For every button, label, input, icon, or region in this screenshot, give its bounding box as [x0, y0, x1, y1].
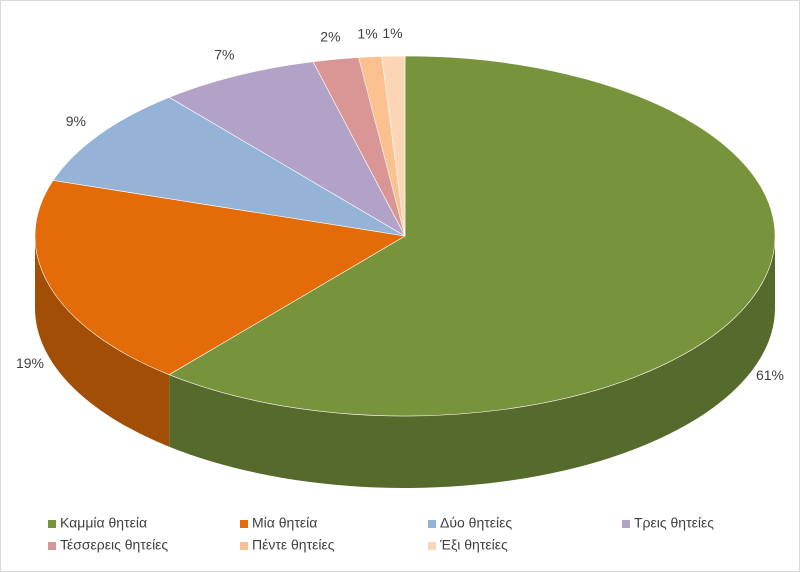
data-label: 7%	[214, 47, 234, 63]
slice	[34, 180, 406, 376]
legend-swatch	[48, 520, 56, 528]
legend: Καμμία θητεία Μία θητεία Δύο θητείες Τρεις …	[48, 515, 714, 553]
slice	[168, 55, 776, 417]
legend-label: Έξι θητείες	[439, 537, 508, 553]
slice-side	[169, 236, 775, 489]
data-label: 9%	[66, 113, 86, 129]
legend-label: Τέσσερεις θητείες	[60, 537, 168, 553]
legend-swatch	[622, 520, 630, 528]
legend-label: Πέντε θητείες	[252, 537, 335, 553]
data-label: 61%	[756, 367, 784, 383]
data-label: 2%	[320, 28, 340, 44]
legend-label: Δύο θητείες	[440, 515, 512, 531]
legend-swatch	[428, 520, 436, 528]
pie-sides	[34, 236, 775, 489]
legend-swatch	[48, 542, 56, 550]
data-label: 19%	[16, 355, 44, 371]
data-label: 1%	[382, 25, 402, 41]
slice	[52, 96, 406, 237]
data-label: 1%	[357, 26, 377, 42]
legend-swatch	[240, 520, 248, 528]
slice	[168, 61, 406, 237]
pie-tops	[34, 55, 776, 417]
legend-label: Καμμία θητεία	[60, 515, 147, 531]
legend-label: Μία θητεία	[252, 515, 317, 531]
data-labels: 61% 19% 9% 7% 2% 1% 1%	[16, 25, 784, 383]
legend-swatch	[240, 542, 248, 550]
legend-swatch	[428, 542, 436, 550]
legend-label: Τρεις θητείες	[634, 515, 714, 531]
slice-side	[34, 236, 170, 447]
slice	[381, 55, 406, 237]
